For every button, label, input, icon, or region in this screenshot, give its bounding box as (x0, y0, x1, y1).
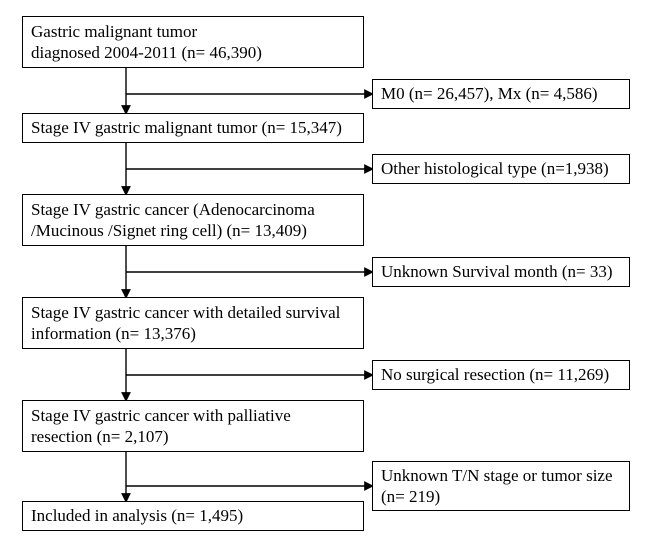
flowchart-node-label: Included in analysis (n= 1,495) (31, 505, 243, 526)
flowchart-node-e0: M0 (n= 26,457), Mx (n= 4,586) (372, 79, 630, 109)
flowchart-node-label: Unknown T/N stage or tumor size (n= 219) (381, 465, 613, 508)
flowchart-node-label: Gastric malignant tumor diagnosed 2004-2… (31, 21, 262, 64)
flowchart-node-n3: Stage IV gastric cancer with detailed su… (22, 297, 364, 349)
flowchart-node-label: Stage IV gastric malignant tumor (n= 15,… (31, 117, 342, 138)
flowchart-node-label: Other histological type (n=1,938) (381, 158, 609, 179)
flowchart-node-label: Stage IV gastric cancer with detailed su… (31, 302, 340, 345)
flowchart-node-n5: Included in analysis (n= 1,495) (22, 501, 364, 531)
flowchart-node-n1: Stage IV gastric malignant tumor (n= 15,… (22, 113, 364, 143)
flowchart-node-label: M0 (n= 26,457), Mx (n= 4,586) (381, 83, 598, 104)
flowchart-node-label: Stage IV gastric cancer with palliative … (31, 405, 291, 448)
flowchart-node-label: No surgical resection (n= 11,269) (381, 364, 609, 385)
flowchart-node-label: Unknown Survival month (n= 33) (381, 261, 613, 282)
flowchart-node-e4: Unknown T/N stage or tumor size (n= 219) (372, 461, 630, 511)
flowchart-node-label: Stage IV gastric cancer (Adenocarcinoma … (31, 199, 315, 242)
flowchart-node-n2: Stage IV gastric cancer (Adenocarcinoma … (22, 194, 364, 246)
flowchart-node-e1: Other histological type (n=1,938) (372, 154, 630, 184)
flowchart-node-n0: Gastric malignant tumor diagnosed 2004-2… (22, 16, 364, 68)
flowchart-node-n4: Stage IV gastric cancer with palliative … (22, 400, 364, 452)
flowchart-node-e3: No surgical resection (n= 11,269) (372, 360, 630, 390)
flowchart-node-e2: Unknown Survival month (n= 33) (372, 257, 630, 287)
